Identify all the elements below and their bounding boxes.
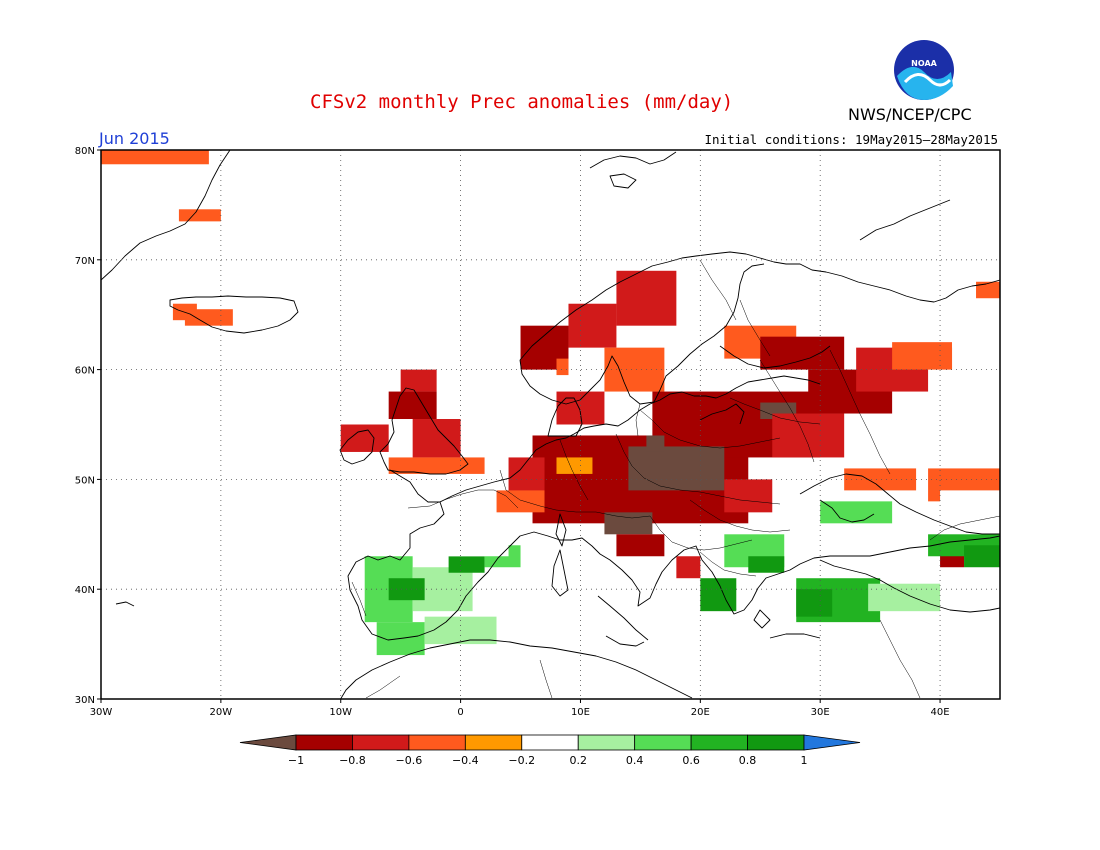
colorbar-tick-label: −0.4 xyxy=(452,754,479,767)
lon-tick-label: 30W xyxy=(90,707,113,718)
lat-tick-label: 40N xyxy=(75,585,95,596)
anomaly-region-52 xyxy=(820,501,893,524)
lat-tick-label: 30N xyxy=(75,695,95,706)
figure-title: CFSv2 monthly Prec anomalies (mm/day) xyxy=(310,91,733,113)
anomaly-region-26 xyxy=(892,342,953,370)
colorbar-tick-label: 1 xyxy=(801,754,808,767)
anomaly-region-19 xyxy=(628,446,725,491)
noaa-logo-text: NOAA xyxy=(911,59,937,68)
anomaly-region-51 xyxy=(868,583,941,612)
lon-tick-label: 0 xyxy=(457,707,463,718)
country-borders xyxy=(351,259,1000,699)
anomaly-region-31 xyxy=(616,534,665,557)
anomaly-region-47 xyxy=(748,556,785,573)
anomaly-region-11 xyxy=(616,270,677,326)
forecast-month: Jun 2015 xyxy=(98,129,170,148)
anomaly-region-32 xyxy=(676,556,701,579)
lon-tick-label: 10E xyxy=(571,707,590,718)
colorbar-high-triangle xyxy=(803,734,861,751)
noaa-logo: NOAA xyxy=(894,40,954,100)
colorbar-swatch xyxy=(408,734,466,751)
colorbar-tick-label: 0.2 xyxy=(569,754,587,767)
colorbar: −1 −0.8 −0.6 −0.4 −0.2 0.2 0.4 0.6 0.8 1 xyxy=(239,734,861,767)
colorbar-swatch xyxy=(634,734,692,751)
lat-tick-label: 50N xyxy=(75,475,95,486)
coastlines xyxy=(101,150,1000,699)
colorbar-swatch xyxy=(690,734,748,751)
lon-tick-label: 40E xyxy=(931,707,950,718)
colorbar-swatch xyxy=(464,734,523,751)
map-frame xyxy=(100,149,1001,700)
colorbar-tick-label: −0.2 xyxy=(508,754,535,767)
colorbar-tick-label: 0.8 xyxy=(739,754,757,767)
anomaly-region-14 xyxy=(760,336,845,370)
anomaly-region-15 xyxy=(556,358,569,376)
anomaly-region-29 xyxy=(556,457,593,474)
anomaly-region-8 xyxy=(340,424,389,452)
lat-tick-label: 70N xyxy=(75,256,95,267)
latitude-ticks: 30N 40N 50N 60N 70N 80N xyxy=(75,146,101,706)
lon-tick-label: 30E xyxy=(811,707,830,718)
map-panel: 30W 20W 10W 0 10E 20E 30E 40E 30N 40N 50N 60N 70N 80… xyxy=(75,146,1001,718)
colorbar-tick-label: 0.6 xyxy=(682,754,700,767)
anomaly-region-56 xyxy=(952,325,1000,348)
anomaly-region-58 xyxy=(940,490,1000,513)
anomaly-region-43 xyxy=(448,556,485,573)
anomaly-region-4 xyxy=(400,369,437,392)
anomaly-region-28 xyxy=(496,490,545,513)
colorbar-tick-label: 0.4 xyxy=(626,754,644,767)
anomaly-region-6 xyxy=(412,419,461,458)
longitude-ticks: 30W 20W 10W 0 10E 20E 30E 40E xyxy=(90,699,950,718)
initial-conditions-label: Initial conditions: 19May2015—28May2015 xyxy=(705,132,999,147)
lon-tick-label: 10W xyxy=(329,707,352,718)
anomaly-region-45 xyxy=(448,523,509,557)
lon-tick-label: 20W xyxy=(210,707,233,718)
lat-tick-label: 60N xyxy=(75,366,95,377)
anomaly-region-22 xyxy=(604,512,653,535)
colorbar-swatch xyxy=(352,734,410,751)
agency-label: NWS/NCEP/CPC xyxy=(848,105,972,124)
anomaly-region-54 xyxy=(964,545,1000,568)
anomaly-region-21 xyxy=(646,435,665,452)
colorbar-tick-label: −0.6 xyxy=(396,754,423,767)
colorbar-swatch xyxy=(295,734,353,751)
colorbar-low-triangle xyxy=(239,734,297,751)
anomaly-region-10 xyxy=(568,303,617,348)
colorbar-tick-label: −0.8 xyxy=(339,754,366,767)
colorbar-swatch xyxy=(747,734,805,751)
anomaly-region-50 xyxy=(796,589,833,617)
anomaly-region-12 xyxy=(604,347,665,392)
lat-tick-label: 80N xyxy=(75,146,95,157)
anomaly-region-23 xyxy=(772,413,845,458)
lon-tick-label: 20E xyxy=(691,707,710,718)
colorbar-swatch xyxy=(521,734,579,751)
colorbar-tick-label: −1 xyxy=(288,754,304,767)
anomaly-region-30 xyxy=(724,479,773,513)
anomaly-region-55 xyxy=(808,259,893,282)
anomaly-region-39 xyxy=(496,611,557,634)
anomaly-region-57 xyxy=(940,391,989,414)
anomaly-region-7 xyxy=(388,457,485,474)
anomaly-region-1 xyxy=(178,209,221,222)
anomaly-region-36 xyxy=(844,468,917,491)
anomaly-region-0 xyxy=(101,150,209,165)
colorbar-swatch xyxy=(577,734,636,751)
anomaly-region-16 xyxy=(556,391,605,425)
anomaly-region-35 xyxy=(976,281,1000,299)
